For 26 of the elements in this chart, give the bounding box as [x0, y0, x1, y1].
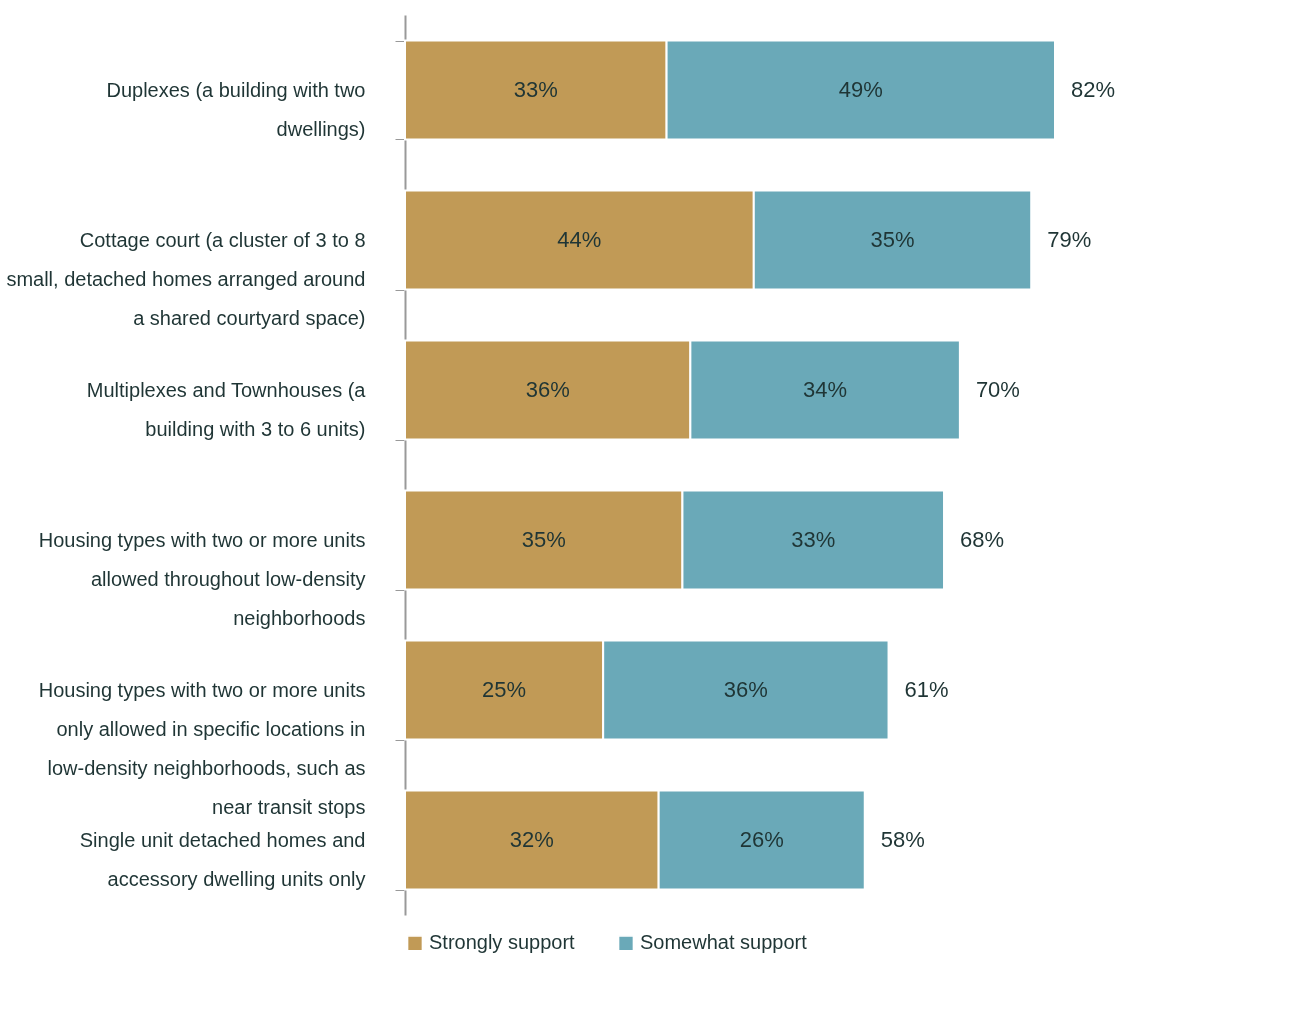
- legend-label: Somewhat support: [640, 931, 808, 954]
- total-label: 61%: [904, 677, 949, 702]
- total-label: 68%: [960, 527, 1005, 552]
- y-tick-label: Duplexes (a building with two dwellings): [106, 78, 366, 140]
- legend-label: Strongly support: [429, 931, 576, 954]
- data-label: 33%: [791, 527, 836, 552]
- data-label: 25%: [482, 677, 527, 702]
- data-label: 34%: [803, 377, 848, 402]
- data-label: 35%: [521, 527, 566, 552]
- data-label: 35%: [870, 227, 915, 252]
- data-label: 36%: [723, 677, 768, 702]
- total-label: 82%: [1071, 77, 1116, 102]
- y-tick-label: Single unit detached homes and accessory dwelling units only: [79, 828, 366, 890]
- data-label: 32%: [509, 827, 554, 852]
- data-label: 36%: [525, 377, 570, 402]
- data-label: 26%: [739, 827, 784, 852]
- y-tick-label: Housing types with two or more units allowed throughout low-density neighborhoods: [38, 528, 366, 629]
- total-label: 70%: [975, 377, 1020, 402]
- total-label: 58%: [880, 827, 925, 852]
- data-label: 33%: [513, 77, 558, 102]
- y-tick-label: Multiplexes and Townhouses (a building with 3 to 6 units): [86, 378, 367, 440]
- y-tick-label: Cottage court (a cluster of 3 to 8 small, detached homes arranged around a shared courtyard space): [6, 228, 366, 329]
- data-label: 44%: [557, 227, 602, 252]
- y-tick-label: Housing types with two or more units only allowed in specific locations in low-density neighborhoods, such as near transit stops: [38, 678, 366, 818]
- data-label: 49%: [838, 77, 883, 102]
- total-label: 79%: [1047, 227, 1092, 252]
